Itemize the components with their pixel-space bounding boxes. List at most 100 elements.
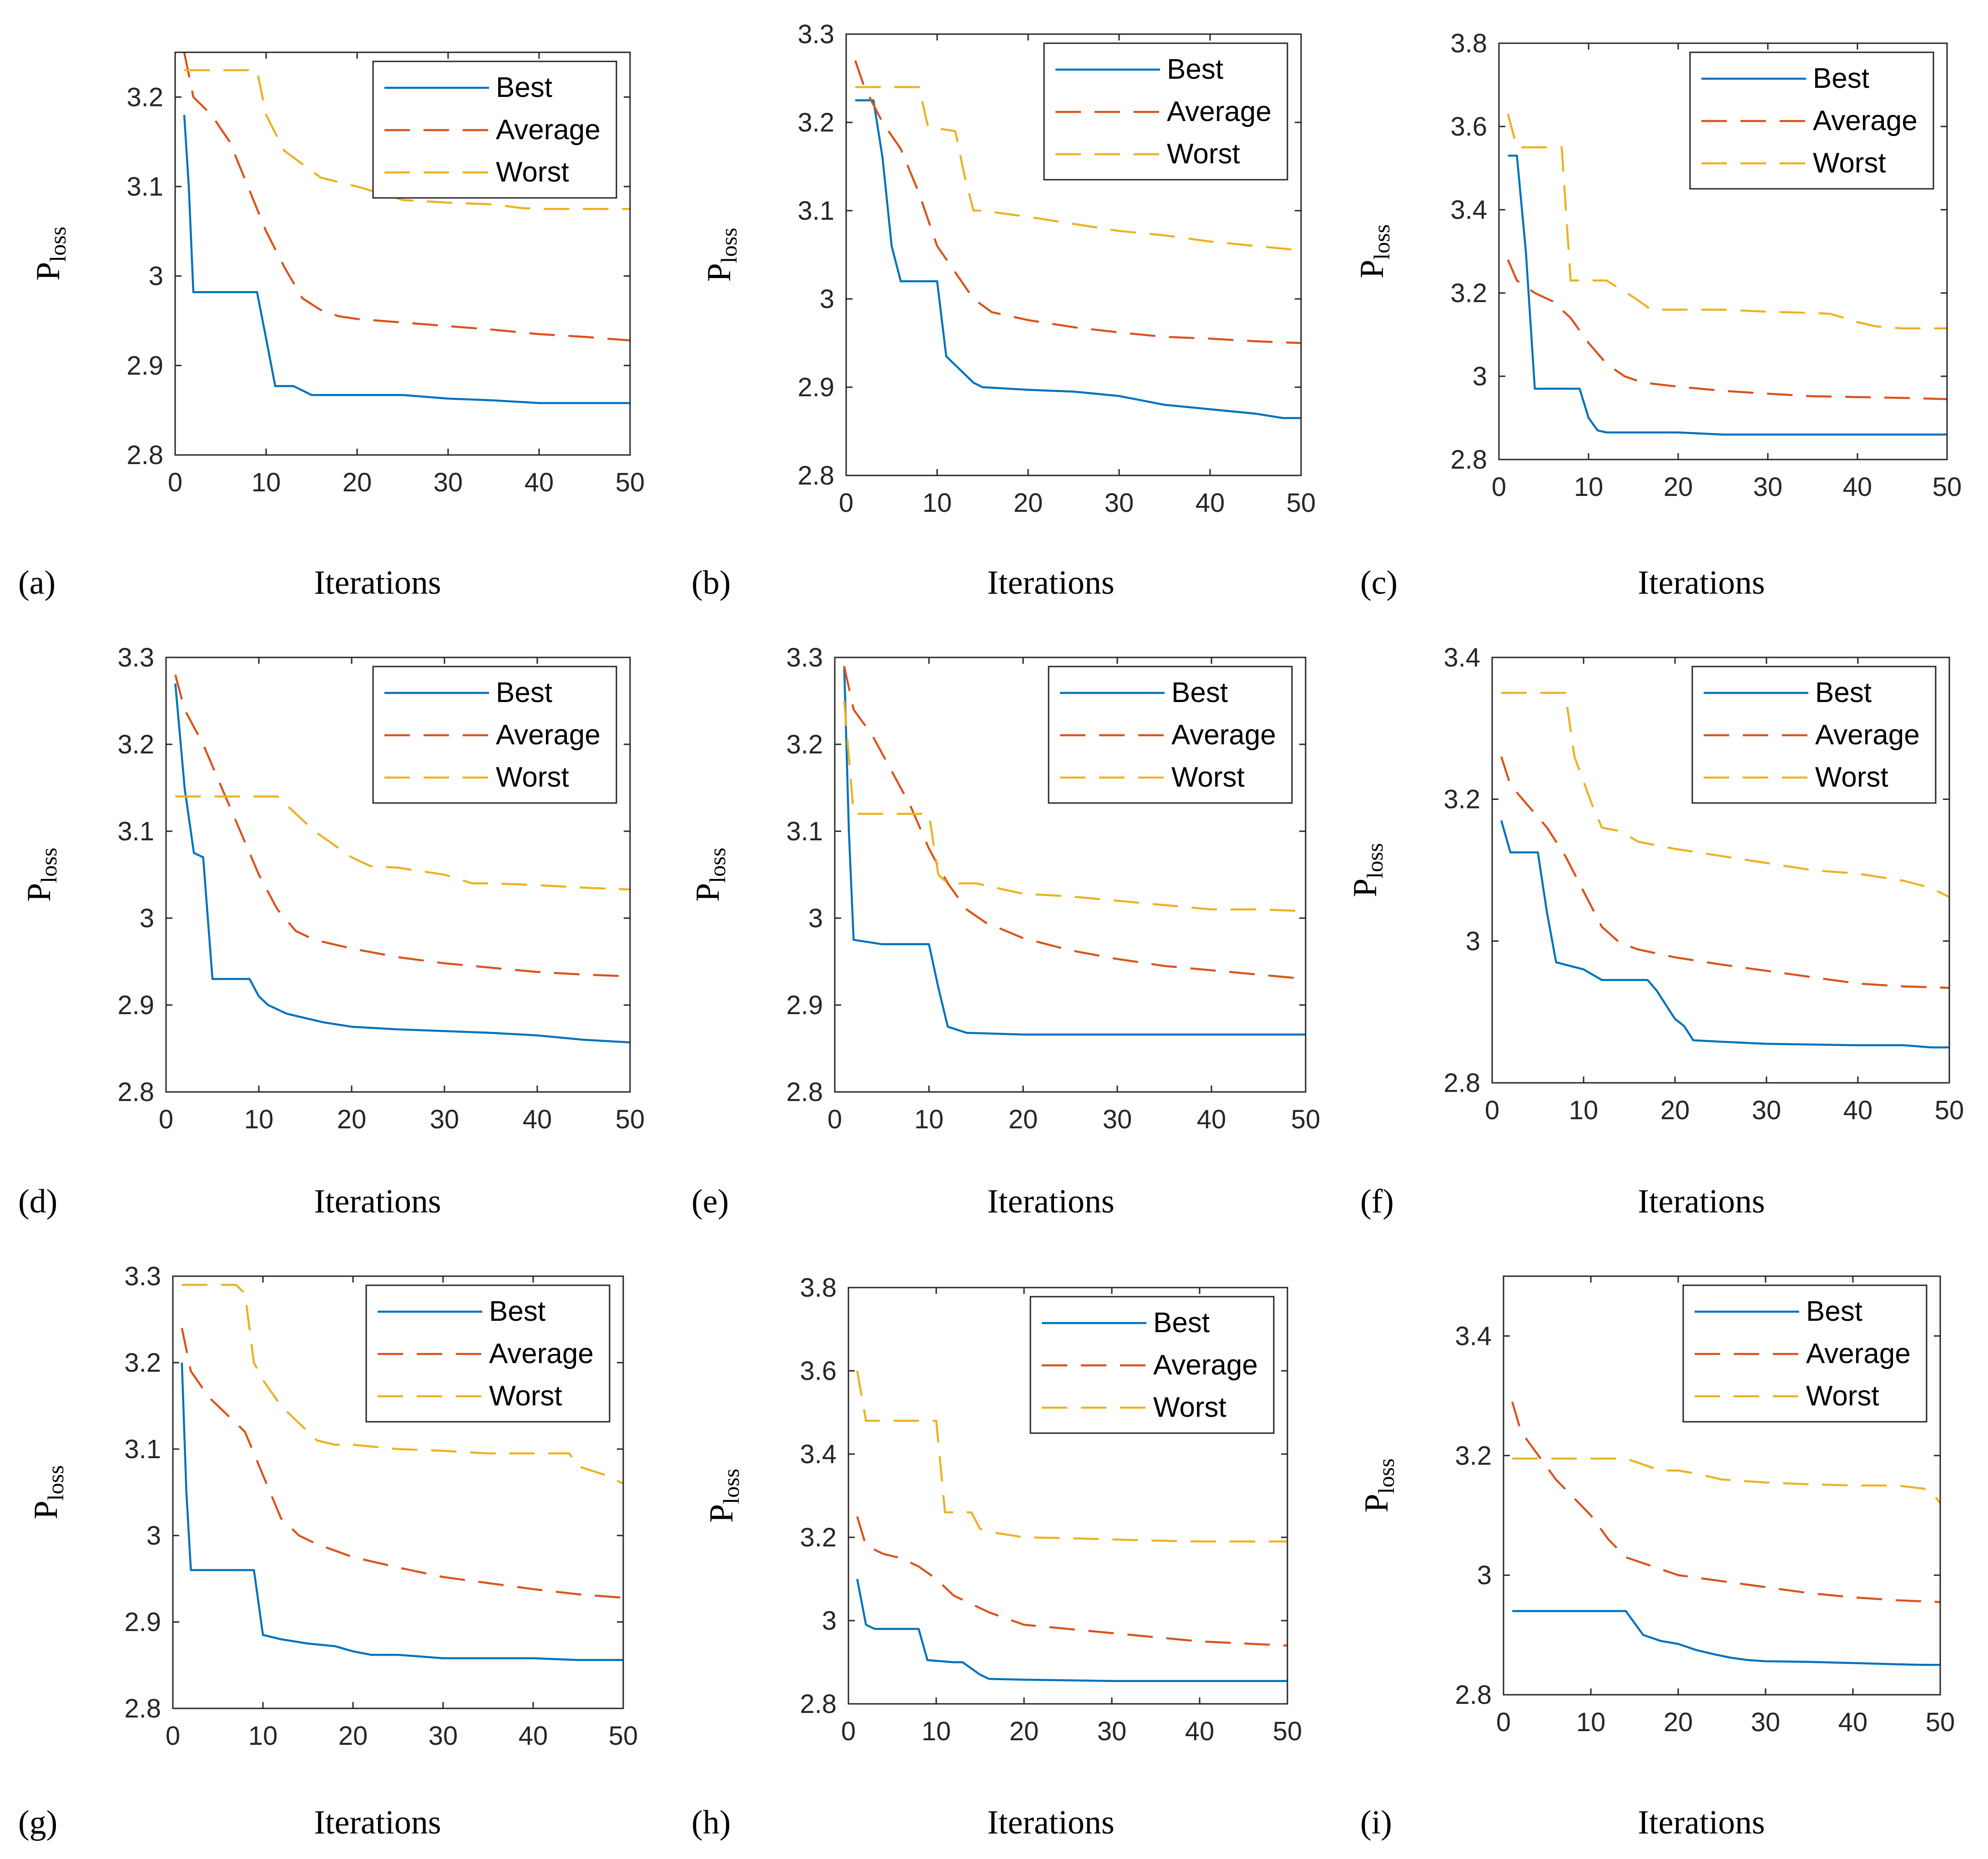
y-axis-label: Ploss (1353, 224, 1394, 278)
legend-box (372, 666, 617, 804)
legend-label-worst: Worst (1167, 138, 1240, 170)
y-axis-label-main: P (20, 883, 58, 902)
x-axis-label: Iterations (1638, 1804, 1765, 1841)
series-line-best (1508, 154, 1947, 436)
series-line-best (174, 683, 631, 1044)
axes-box (174, 51, 631, 456)
x-tick-label: 50 (616, 1105, 645, 1134)
y-tick-label: 2.8 (117, 1077, 154, 1107)
legend-label-average: Average (1167, 96, 1272, 127)
axes-box (172, 1275, 624, 1709)
y-tick-label: 2.9 (124, 1607, 161, 1637)
legend: Best Average Worst (1689, 51, 1934, 190)
y-axis-label-sub: loss (45, 227, 71, 262)
axes-box (1491, 657, 1950, 1084)
legend: Best Average Worst (1682, 1284, 1927, 1423)
y-tick-label: 3.2 (117, 730, 154, 759)
legend-label-average: Average (1813, 105, 1917, 136)
y-tick-label: 2.8 (1443, 1068, 1480, 1098)
x-tick-label: 0 (168, 468, 182, 497)
y-axis-label-main: P (1358, 1494, 1395, 1512)
series-line-worst (175, 795, 631, 891)
y-axis-label-main: P (30, 262, 67, 281)
x-axis-label: Iterations (987, 564, 1114, 601)
y-axis-label-sub: loss (43, 1465, 68, 1501)
chart-panel-8: 0 10 20 30 40 50 2.8 3 3.2 3.4 3.6 3.8 Ploss Best Aver… (691, 1273, 1302, 1841)
y-tick-label: 3 (1473, 362, 1487, 391)
series-line-best (843, 666, 1306, 1036)
x-tick-label: 50 (616, 468, 645, 497)
y-tick-label: 2.8 (786, 1077, 823, 1107)
legend-label-best: Best (1815, 677, 1872, 708)
y-tick-label: 3.2 (1450, 278, 1487, 308)
chart-panel-5: 0 10 20 30 40 50 2.8 2.9 3 3.1 3.2 3.3 Ploss Best Aver… (689, 643, 1320, 1220)
y-tick-label: 3.1 (124, 1435, 161, 1464)
x-tick-label: 30 (1097, 1717, 1127, 1746)
y-axis-label-main: P (689, 883, 727, 902)
y-axis-label-main: P (1353, 260, 1391, 278)
y-tick-label: 2.9 (797, 373, 834, 402)
y-tick-label: 3 (146, 1521, 161, 1551)
x-tick-label: 0 (1492, 472, 1506, 502)
y-tick-label: 3.2 (126, 82, 163, 112)
legend-label-average: Average (1806, 1338, 1911, 1369)
x-tick-label: 20 (1664, 472, 1693, 502)
legend-label-worst: Worst (489, 1380, 562, 1412)
y-axis-label-main: P (27, 1500, 65, 1519)
y-tick-label: 3.3 (797, 20, 834, 49)
panel-label: (f) (1360, 1183, 1394, 1220)
x-tick-label: 20 (1009, 1105, 1038, 1134)
chart-panel-7: 0 10 20 30 40 50 2.8 2.9 3 3.1 3.2 3.3 Ploss Best Aver… (18, 1262, 638, 1841)
x-tick-label: 50 (1935, 1096, 1964, 1125)
series-line-worst (1507, 113, 1947, 330)
legend-label-worst: Worst (496, 157, 569, 188)
x-tick-label: 40 (1843, 472, 1872, 502)
legend-label-best: Best (496, 72, 552, 103)
legend-label-best: Best (1153, 1307, 1210, 1339)
legend-label-best: Best (1171, 677, 1228, 708)
legend-label-average: Average (1815, 719, 1920, 751)
y-tick-label: 3.2 (800, 1523, 837, 1552)
x-axis-label: Iterations (987, 1804, 1114, 1841)
x-tick-label: 30 (1753, 472, 1783, 502)
y-tick-label: 3.8 (800, 1273, 837, 1303)
y-axis-label: Ploss (703, 1469, 744, 1523)
panel-label: (b) (691, 564, 731, 601)
chart-panel-6: 0 10 20 30 40 50 2.8 3 3.2 3.4 Ploss Best Average Wor… (1347, 643, 1964, 1220)
legend-label-average: Average (1171, 719, 1276, 751)
x-tick-label: 0 (166, 1721, 180, 1751)
y-tick-label: 3.1 (126, 172, 163, 202)
series-line-best (1512, 1610, 1940, 1666)
y-axis-label-sub: loss (1369, 224, 1394, 260)
x-tick-label: 20 (1009, 1717, 1039, 1746)
y-tick-label: 3.2 (124, 1348, 161, 1378)
y-tick-label: 3.2 (1443, 785, 1480, 814)
axes-box (848, 1287, 1288, 1705)
x-tick-label: 50 (1932, 472, 1962, 502)
y-tick-label: 3.6 (800, 1356, 837, 1386)
x-tick-label: 0 (839, 488, 853, 518)
x-tick-label: 40 (519, 1721, 548, 1751)
x-tick-label: 50 (1926, 1707, 1955, 1737)
x-tick-label: 10 (1576, 1707, 1606, 1737)
panel-label: (d) (18, 1183, 57, 1220)
y-axis-label: Ploss (689, 848, 730, 902)
x-tick-label: 10 (1569, 1096, 1599, 1125)
axes-box (845, 33, 1302, 476)
y-tick-label: 2.8 (797, 461, 834, 490)
y-axis-label-sub: loss (705, 848, 730, 883)
series-line-best (183, 115, 630, 404)
x-tick-label: 50 (1291, 1105, 1321, 1134)
legend-label-average: Average (496, 114, 600, 146)
x-tick-label: 0 (1485, 1096, 1499, 1125)
series-line-worst (182, 1283, 624, 1485)
y-axis-label: Ploss (30, 227, 71, 281)
y-tick-label: 3.4 (1443, 643, 1480, 672)
legend-label-best: Best (496, 677, 552, 708)
legend-box (1691, 666, 1937, 804)
legend-label-average: Average (496, 719, 600, 751)
axes-box (1498, 42, 1948, 460)
y-axis-label-sub: loss (1362, 843, 1388, 879)
series-line-average (856, 1516, 1288, 1647)
